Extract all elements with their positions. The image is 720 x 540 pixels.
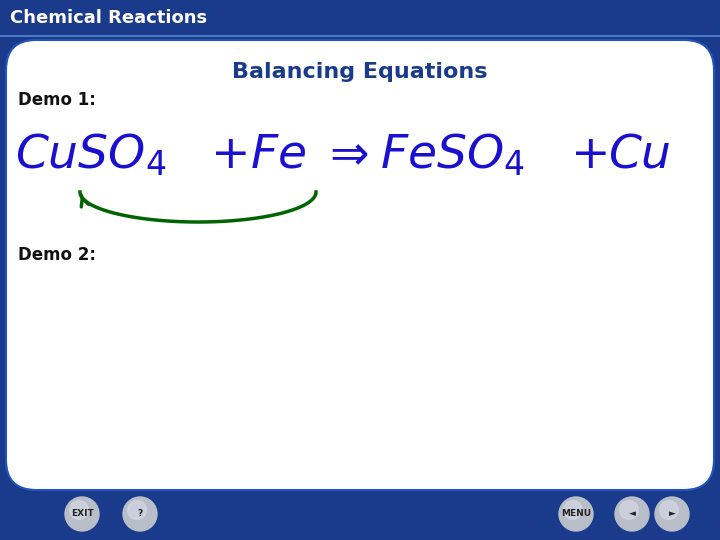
Text: ►: ► (669, 510, 675, 518)
Text: Chemical Reactions: Chemical Reactions (10, 9, 207, 27)
Circle shape (655, 497, 689, 531)
Bar (0, 0, 720, 36)
Text: MENU: MENU (561, 510, 591, 518)
Circle shape (660, 501, 678, 519)
Text: $\Rightarrow$: $\Rightarrow$ (320, 132, 369, 178)
Text: $\mathit{FeSO_4}$: $\mathit{FeSO_4}$ (380, 132, 525, 178)
Circle shape (564, 501, 582, 519)
Circle shape (620, 501, 639, 519)
FancyBboxPatch shape (6, 40, 714, 490)
Text: ?: ? (138, 510, 143, 518)
Circle shape (127, 501, 146, 519)
Text: $\mathit{+}$: $\mathit{+}$ (210, 132, 247, 178)
Circle shape (615, 497, 649, 531)
Text: $\mathit{Cu}$: $\mathit{Cu}$ (608, 132, 671, 178)
Circle shape (559, 497, 593, 531)
Circle shape (65, 497, 99, 531)
Circle shape (70, 501, 89, 519)
Text: ◄: ◄ (629, 510, 636, 518)
Text: $\mathit{CuSO_4}$: $\mathit{CuSO_4}$ (15, 132, 166, 178)
Text: Balancing Equations: Balancing Equations (233, 62, 487, 82)
Text: EXIT: EXIT (71, 510, 94, 518)
Text: Demo 1:: Demo 1: (18, 91, 96, 109)
Circle shape (123, 497, 157, 531)
Text: Demo 2:: Demo 2: (18, 246, 96, 264)
Text: $\mathit{+}$: $\mathit{+}$ (570, 132, 607, 178)
Text: $\mathit{Fe}$: $\mathit{Fe}$ (250, 132, 306, 178)
